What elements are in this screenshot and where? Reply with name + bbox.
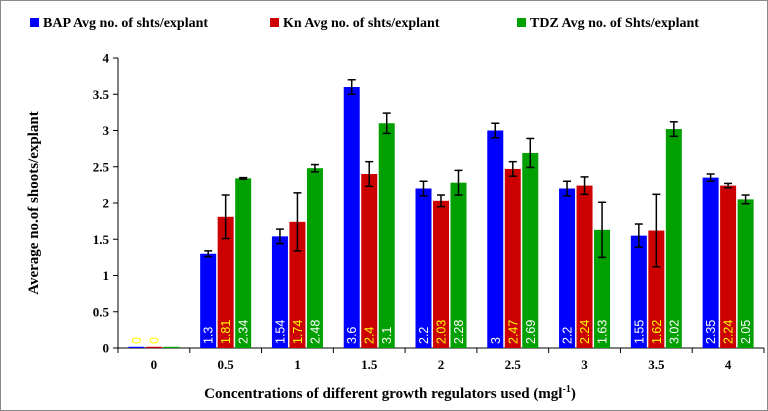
data-label: 1.3: [202, 327, 216, 344]
y-tick-label: 3.5: [93, 87, 110, 102]
legend-swatch: [517, 18, 526, 27]
bar: [702, 177, 719, 348]
y-tick-label: 0.5: [93, 304, 110, 319]
bar: [163, 346, 180, 348]
x-tick-label: 1: [294, 357, 301, 372]
bar: [217, 216, 234, 348]
data-label: 2.34: [237, 320, 251, 344]
y-axis-title: Average no.of shoots/explant: [26, 111, 42, 294]
bar: [306, 168, 323, 348]
y-tick-label: 4: [103, 51, 110, 66]
bar: [450, 182, 467, 348]
x-tick-label: 4: [725, 357, 732, 372]
x-axis: 0 0.5 1 1.5 2 2.5 3 3.5 4: [117, 347, 765, 372]
x-tick-label: 1.5: [361, 357, 378, 372]
legend-label: BAP Avg no. of shts/explant: [43, 16, 208, 31]
bar: [630, 235, 647, 348]
bar: [200, 253, 217, 348]
legend-swatch: [270, 18, 279, 27]
x-tick-label: 2: [438, 357, 445, 372]
bar: [128, 346, 145, 348]
x-tick-label: 0: [151, 357, 158, 372]
data-label: 1.62: [650, 320, 664, 344]
data-label: 2.69: [524, 320, 538, 344]
bar: [576, 185, 593, 348]
legend-label: TDZ Avg no. of Shts/explant: [530, 16, 699, 31]
data-label: 2.35: [704, 320, 718, 344]
data-label: 1.81: [219, 320, 233, 344]
data-label: 2.24: [722, 320, 736, 344]
legend-swatch: [30, 18, 39, 27]
bar: [504, 168, 521, 348]
x-tick-label: 3.5: [648, 357, 665, 372]
data-label: 2.2: [561, 327, 575, 344]
bar: [594, 229, 611, 348]
data-label: 2.03: [435, 320, 449, 344]
data-label: 2.2: [417, 327, 431, 344]
y-tick-label: 1.5: [93, 232, 110, 247]
data-label: 2.24: [578, 320, 592, 344]
data-label: 2.48: [308, 320, 322, 344]
data-label: 3.02: [667, 320, 681, 344]
y-tick-label: 2.5: [93, 159, 110, 174]
data-label: 1.54: [273, 320, 287, 344]
bar: [361, 174, 378, 348]
data-label: 3.6: [345, 327, 359, 344]
bar: [522, 152, 539, 348]
data-label: 2.47: [506, 320, 520, 344]
data-label: 3: [489, 337, 503, 344]
data-label: 1.55: [632, 320, 646, 344]
bar: [737, 199, 754, 348]
x-axis-title: Concentrations of different growth regul…: [204, 384, 576, 402]
data-label: 2.05: [739, 320, 753, 344]
y-tick-label: 2: [103, 196, 110, 211]
bar: [235, 178, 252, 348]
bar: [378, 123, 395, 348]
x-tick-label: 0.5: [218, 357, 235, 372]
bar: [648, 230, 665, 348]
bar: [433, 200, 449, 348]
bars: 0 1.3 1.54 3.6 2.2 3 2.2 1.55 2.35 0 1.81 1.74 2.4 2.…: [128, 79, 754, 348]
bar: [415, 188, 432, 348]
bar: [720, 185, 737, 348]
data-label: 3.1: [380, 327, 394, 344]
legend-label: Kn Avg no. of shts/explant: [283, 16, 440, 31]
bar: [665, 129, 682, 348]
x-tick-label: 2.5: [505, 357, 522, 372]
bar: [343, 87, 360, 348]
y-tick-label: 1: [103, 268, 110, 283]
y-tick-label: 3: [103, 123, 110, 138]
data-label: 1.74: [291, 320, 305, 344]
data-label: 1.63: [596, 320, 610, 344]
data-label: 2.4: [363, 327, 377, 344]
bar: [289, 221, 306, 348]
data-label: 0: [130, 337, 144, 344]
bar: [559, 188, 576, 348]
y-tick-label: 0: [103, 341, 110, 356]
bar: [487, 130, 504, 348]
legend: BAP Avg no. of shts/explant Kn Avg no. of…: [30, 16, 699, 31]
bar: [271, 236, 288, 348]
data-label: 2.28: [452, 320, 466, 344]
bar: [145, 346, 162, 348]
data-label: 0: [147, 337, 161, 344]
x-tick-label: 3: [581, 357, 588, 372]
y-axis: 0 0.5 1 1.5 2 2.5 3 3.5 4: [93, 51, 119, 356]
